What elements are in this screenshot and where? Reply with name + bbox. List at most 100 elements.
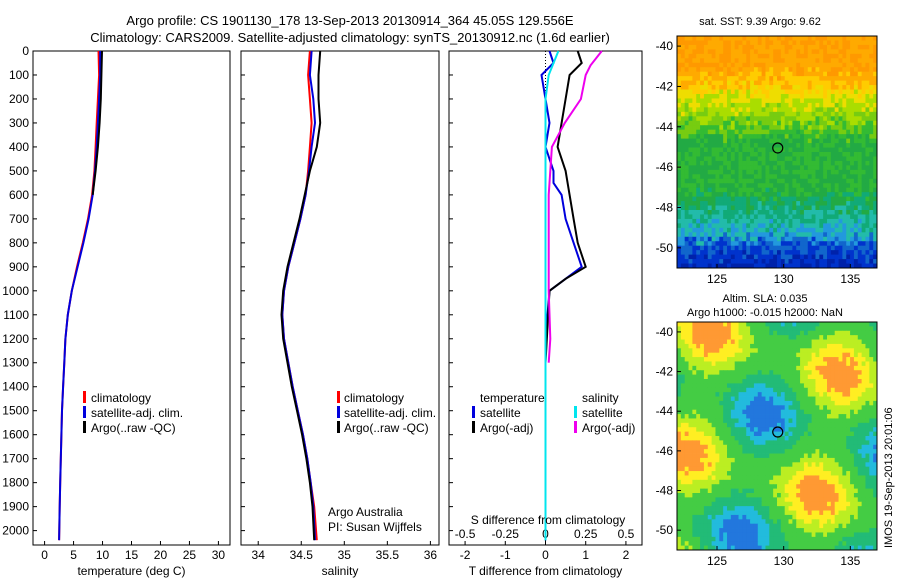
heatmap-cell [842,484,846,489]
heatmap-cell [719,58,723,63]
heatmap-cell [723,410,727,415]
heatmap-cell [835,370,839,375]
heatmap-cell [762,440,766,445]
heatmap-cell [727,152,731,157]
heatmap-cell [789,440,793,445]
heatmap-cell [689,201,693,206]
heatmap-cell [739,36,743,41]
heatmap-cell [854,471,858,476]
heatmap-cell [819,449,823,454]
heatmap-cell [789,116,793,121]
heatmap-cell [739,484,743,489]
heatmap-cell [773,353,777,358]
heatmap-cell [719,121,723,126]
heatmap-cell [712,121,716,126]
heatmap-cell [839,206,843,211]
heatmap-cell [712,388,716,393]
heatmap-cell [815,45,819,50]
heatmap-cell [812,107,816,112]
heatmap-cell [754,183,758,188]
heatmap-cell [800,454,804,459]
heatmap-cell [762,326,766,331]
heatmap-cell [789,219,793,224]
heatmap-cell [750,179,754,184]
heatmap-cell [804,427,808,432]
heatmap-cell [865,331,869,336]
heatmap-cell [758,103,762,108]
heatmap-cell [746,340,750,345]
heatmap-cell [804,103,808,108]
heatmap-cell [681,98,685,103]
heatmap-cell [815,143,819,148]
heatmap-cell [862,210,866,215]
heatmap-cell [712,49,716,54]
heatmap-cell [812,471,816,476]
x-axis-label: temperature (deg C) [77,564,185,578]
heatmap-cell [685,414,689,419]
heatmap-cell [796,121,800,126]
heatmap-cell [862,139,866,144]
heatmap-cell [758,139,762,144]
heatmap-cell [831,206,835,211]
heatmap-cell [804,161,808,166]
heatmap-cell [762,250,766,255]
heatmap-cell [865,170,869,175]
heatmap-cell [765,237,769,242]
heatmap-cell [723,165,727,170]
heatmap-cell [735,445,739,450]
heatmap-cell [731,121,735,126]
heatmap-cell [727,397,731,402]
heatmap-cell [865,246,869,251]
heatmap-cell [712,392,716,397]
heatmap-cell [854,388,858,393]
heatmap-cell [735,353,739,358]
heatmap-cell [858,375,862,380]
heatmap-cell [704,366,708,371]
heatmap-cell [735,58,739,63]
heatmap-cell [765,103,769,108]
heatmap-cell [842,143,846,148]
heatmap-cell [735,197,739,202]
heatmap-cell [735,192,739,197]
heatmap-cell [854,414,858,419]
heatmap-cell [750,375,754,380]
heatmap-cell [715,401,719,406]
heatmap-cell [712,493,716,498]
heatmap-cell [815,72,819,77]
heatmap-cell [715,427,719,432]
heatmap-cell [750,418,754,423]
heatmap-cell [723,188,727,193]
heatmap-cell [746,103,750,108]
heatmap-cell [681,344,685,349]
x-tick-label: 2 [623,548,630,562]
heatmap-cell [839,201,843,206]
heatmap-cell [796,58,800,63]
heatmap-cell [708,40,712,45]
heatmap-cell [835,36,839,41]
heatmap-cell [854,458,858,463]
heatmap-cell [808,445,812,450]
heatmap-cell [689,49,693,54]
heatmap-cell [819,484,823,489]
heatmap-cell [792,197,796,202]
heatmap-cell [742,45,746,50]
heatmap-cell [769,366,773,371]
heatmap-cell [835,348,839,353]
heatmap-cell [689,405,693,410]
heatmap-cell [819,414,823,419]
heatmap-cell [785,489,789,494]
heatmap-cell [819,335,823,340]
heatmap-cell [704,130,708,135]
heatmap-cell [719,484,723,489]
heatmap-cell [708,183,712,188]
heatmap-cell [819,493,823,498]
heatmap-cell [869,480,873,485]
heatmap-cell [715,493,719,498]
heatmap-cell [731,206,735,211]
heatmap-cell [789,467,793,472]
heatmap-cell [735,489,739,494]
heatmap-cell [692,246,696,251]
heatmap-cell [727,379,731,384]
heatmap-cell [758,370,762,375]
heatmap-cell [827,340,831,345]
